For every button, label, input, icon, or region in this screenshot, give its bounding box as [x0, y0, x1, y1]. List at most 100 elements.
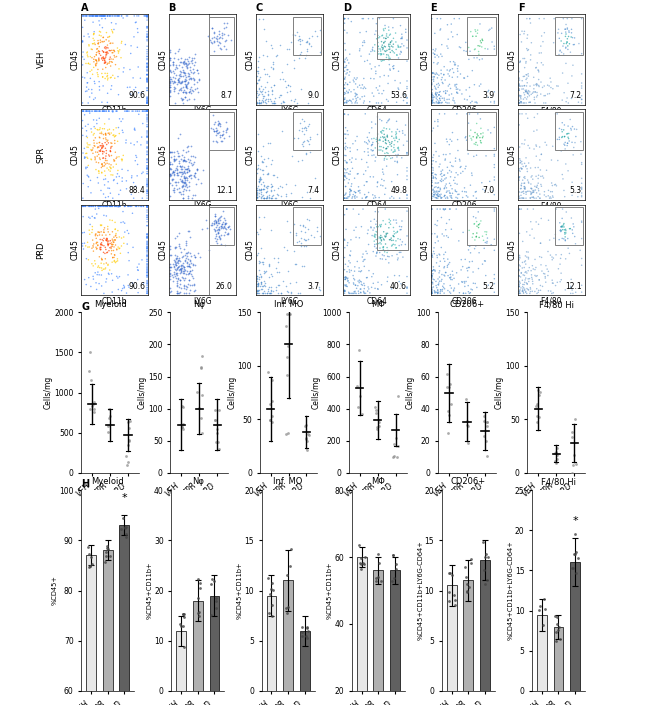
Point — [92, 106, 102, 117]
Point — [297, 125, 307, 136]
Point — [430, 137, 440, 149]
Point — [434, 267, 444, 278]
Point — [298, 140, 308, 152]
Point — [172, 255, 183, 266]
Point — [179, 161, 189, 173]
Point — [343, 275, 354, 286]
Point — [307, 30, 317, 42]
Point — [377, 39, 387, 51]
Point — [472, 97, 482, 109]
Point — [369, 45, 380, 56]
Point — [100, 128, 110, 140]
Point — [175, 77, 185, 88]
Point — [479, 430, 489, 441]
Point — [211, 123, 221, 134]
Point — [550, 455, 560, 467]
Point — [109, 24, 119, 35]
Point — [177, 175, 187, 186]
Point — [393, 42, 404, 53]
Point — [436, 97, 447, 109]
Point — [80, 11, 90, 22]
Point — [345, 250, 356, 262]
Text: Inf. MO: Inf. MO — [274, 477, 303, 486]
Point — [107, 238, 117, 249]
Point — [177, 401, 188, 412]
Point — [566, 288, 576, 299]
Point — [293, 235, 304, 247]
Point — [348, 288, 359, 299]
Point — [108, 169, 118, 180]
Point — [97, 106, 107, 117]
Point — [178, 273, 188, 284]
Point — [532, 80, 542, 91]
Point — [428, 162, 438, 173]
Point — [99, 55, 110, 66]
Point — [341, 281, 352, 292]
Point — [452, 87, 463, 99]
Point — [442, 136, 452, 147]
Point — [97, 11, 107, 22]
Point — [444, 94, 454, 105]
Point — [428, 73, 439, 85]
Point — [402, 35, 412, 46]
Point — [112, 135, 123, 147]
Point — [460, 281, 470, 292]
Point — [514, 97, 525, 109]
Bar — [570, 563, 580, 691]
Point — [86, 123, 96, 135]
Point — [213, 223, 223, 235]
Point — [370, 283, 380, 294]
Point — [256, 276, 266, 288]
Point — [389, 60, 399, 71]
Y-axis label: CD45: CD45 — [420, 49, 429, 70]
Point — [219, 22, 229, 33]
Point — [487, 23, 497, 34]
Point — [296, 240, 307, 251]
Point — [290, 258, 300, 269]
Point — [103, 106, 114, 117]
Point — [77, 106, 88, 117]
Point — [525, 162, 536, 173]
Point — [294, 117, 305, 128]
Point — [267, 396, 278, 407]
Point — [84, 11, 95, 22]
Point — [107, 226, 118, 238]
Point — [350, 91, 360, 102]
Point — [142, 201, 152, 212]
Point — [99, 106, 109, 117]
Point — [428, 167, 438, 178]
Point — [116, 217, 126, 228]
Point — [377, 232, 387, 243]
Point — [209, 35, 220, 47]
Point — [166, 163, 176, 174]
Point — [439, 191, 449, 202]
Point — [102, 71, 112, 82]
Point — [372, 85, 383, 96]
Point — [166, 75, 177, 87]
Point — [522, 283, 532, 294]
Point — [458, 192, 468, 203]
Point — [432, 287, 443, 298]
Point — [167, 173, 177, 184]
Point — [514, 73, 525, 84]
Point — [211, 135, 222, 147]
Point — [142, 28, 152, 39]
Point — [531, 140, 541, 152]
Point — [293, 288, 304, 299]
Point — [521, 74, 531, 85]
Point — [142, 106, 152, 117]
Point — [514, 79, 525, 90]
Point — [304, 38, 314, 49]
Point — [551, 619, 562, 630]
Point — [564, 135, 575, 147]
Point — [517, 283, 528, 295]
Point — [288, 29, 298, 40]
Point — [174, 43, 185, 54]
Point — [393, 136, 403, 147]
Point — [534, 274, 545, 286]
Point — [538, 171, 548, 182]
Point — [577, 253, 587, 264]
Point — [82, 106, 92, 117]
Point — [476, 177, 487, 188]
Point — [296, 46, 306, 57]
